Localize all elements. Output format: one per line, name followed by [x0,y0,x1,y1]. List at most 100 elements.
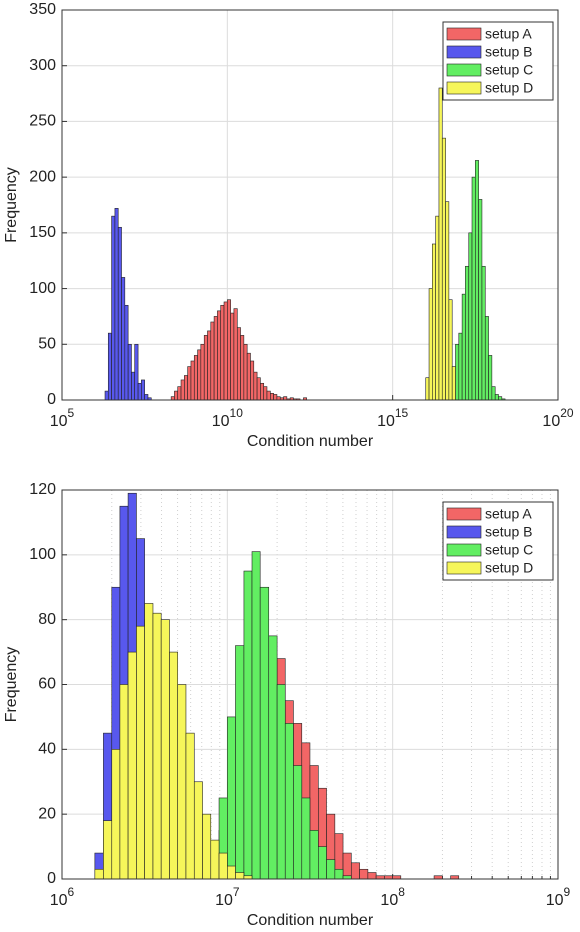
tick-exponent: 15 [395,406,409,420]
histogram-bar [270,393,274,401]
histogram-bar [124,304,129,401]
x-tick-label: 106 [50,885,75,909]
histogram-bar [455,343,460,401]
histogram-bar [235,872,245,880]
histogram-bar [134,343,139,401]
histogram-bar [180,379,185,401]
histogram-bar [236,327,241,401]
histogram-bar [227,299,231,401]
histogram-bar [136,625,145,880]
histogram-bar [284,723,294,880]
histogram-bar [127,651,137,880]
histogram-bar [185,732,195,880]
histogram-bar [104,390,109,401]
histogram-bar [202,813,212,880]
histogram-bar [432,243,436,401]
histogram-bar [334,868,344,880]
x-tick-label: 105 [50,406,75,430]
y-tick-label: 200 [29,168,56,185]
histogram-bar [94,868,104,880]
legend-label: setup B [485,524,532,540]
tick-exponent: 8 [398,885,405,899]
histogram-bar [435,215,440,401]
legend-swatch [446,45,482,59]
histogram-bar [263,386,268,401]
histogram-bar [152,612,162,880]
histogram-bar [461,293,466,401]
histogram-bar [471,176,476,401]
y-tick-label: 50 [38,336,56,353]
histogram-bar [177,684,187,880]
histogram-bar [260,382,265,401]
histogram-bar [233,308,238,401]
legend-swatch [446,525,482,539]
histogram-bar [441,137,446,401]
histogram-bar [184,375,188,401]
tick-exponent: 10 [230,406,244,420]
histogram-bar [498,396,503,401]
histogram-bar [174,390,179,401]
histogram-bar [137,382,142,401]
x-axis-label: Condition number [247,433,374,450]
axes-box [61,489,559,880]
histogram-bar [235,645,245,880]
histogram-bar [111,749,121,880]
histogram-bar [251,551,261,880]
histogram-bar [448,299,453,401]
histogram-bar [276,396,281,401]
legend-swatch [446,507,482,521]
y-tick-label: 20 [38,805,56,822]
histogram-bar [127,343,132,401]
histogram-bar [428,288,433,401]
y-axis-label: Frequency [3,167,20,243]
histogram-bar [342,852,352,880]
legend-swatch [446,561,482,575]
histogram-bar [268,635,278,880]
histogram-bar [177,386,182,401]
histogram-bar [207,330,212,401]
histogram-bar [276,684,286,880]
histogram-bar [301,797,311,880]
legend-label: setup D [485,80,533,96]
legend-label: setup A [485,506,532,522]
histogram-bar [256,377,261,401]
tick-exponent: 5 [68,406,75,420]
histogram-bar [193,355,198,401]
x-tick-label: 107 [215,885,240,909]
x-tick-label: 108 [380,885,405,909]
x-tick-label: 109 [546,885,571,909]
x-tick-label: 1015 [377,406,408,430]
histogram-bar [107,332,112,401]
y-tick-label: 0 [47,870,56,887]
histogram-bar [200,343,205,401]
y-tick-label: 0 [47,391,56,408]
histogram-bar [266,390,271,401]
tick-base: 10 [212,413,230,430]
histogram-bar [259,586,270,880]
y-tick-label: 80 [38,611,56,628]
histogram-bar [465,265,470,401]
histogram-bar [144,394,149,401]
legend-swatch [446,27,482,41]
histogram-bar [475,160,479,401]
histogram-bar [111,215,116,401]
histogram-bar [243,570,253,880]
histogram-bar [491,386,496,401]
histogram-bar [488,355,493,401]
histogram-bar [458,332,463,401]
histogram-bar [197,349,202,401]
tick-exponent: 6 [68,885,75,899]
y-tick-label: 250 [29,113,56,130]
histogram-bar [481,265,486,401]
y-tick-label: 100 [29,280,56,297]
histogram-bar [478,199,483,401]
y-tick-label: 40 [38,741,56,758]
tick-base: 10 [50,892,68,909]
y-axis-label: Frequency [3,647,20,723]
histogram-bar [141,379,145,401]
histogram-bar [169,651,179,880]
x-tick-label: 1010 [212,406,243,430]
histogram-bar [218,852,228,880]
histogram-bar [230,312,235,401]
histogram-bar [451,366,456,401]
